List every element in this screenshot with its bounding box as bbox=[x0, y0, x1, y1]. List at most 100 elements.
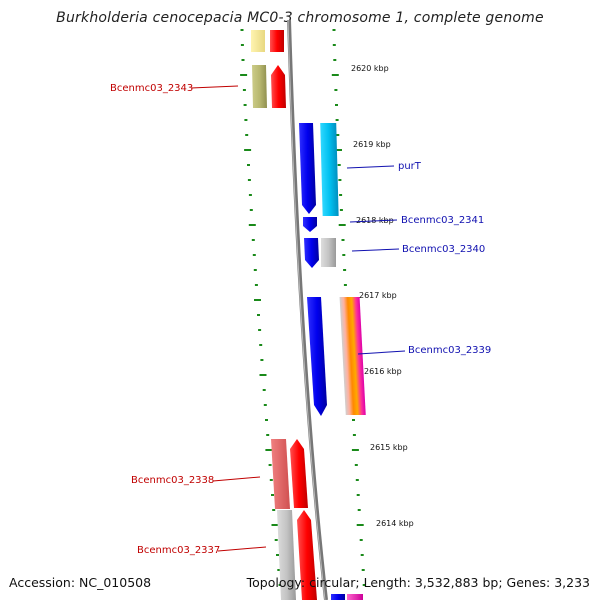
scale-tick bbox=[338, 179, 342, 181]
feature-track bbox=[251, 30, 366, 600]
scale-tick bbox=[258, 329, 262, 331]
scale-tick bbox=[248, 194, 252, 196]
scale-tick bbox=[338, 224, 346, 226]
gene-label-bcenmc03-2340[interactable]: Bcenmc03_2340 bbox=[402, 244, 485, 255]
kbp-label: 2616 kbp bbox=[364, 367, 402, 376]
gene-feature[interactable] bbox=[270, 30, 284, 52]
genome-backbone-highlight bbox=[287, 19, 326, 600]
scale-tick bbox=[251, 239, 255, 241]
scale-tick bbox=[362, 584, 366, 586]
scale-tick bbox=[361, 569, 365, 571]
gene-feature[interactable] bbox=[307, 297, 327, 416]
scale-tick bbox=[331, 74, 339, 76]
gene-feature[interactable] bbox=[347, 594, 363, 600]
kbp-scale-labels: 2620 kbp 2619 kbp 2618 kbp 2617 kbp 2616… bbox=[351, 64, 414, 528]
scale-tick bbox=[262, 389, 266, 391]
scale-tick bbox=[244, 149, 252, 151]
scale-tick bbox=[271, 524, 279, 526]
gene-feature[interactable] bbox=[251, 30, 265, 52]
gene-label-bcenmc03-2338[interactable]: Bcenmc03_2338 bbox=[131, 475, 214, 486]
scale-tick bbox=[240, 29, 244, 31]
scale-tick bbox=[332, 44, 336, 46]
kbp-label: 2617 kbp bbox=[359, 291, 397, 300]
scale-tick bbox=[335, 119, 339, 121]
scale-tick bbox=[263, 404, 267, 406]
scale-tick bbox=[247, 179, 251, 181]
scale-tick bbox=[337, 164, 341, 166]
gene-feature[interactable] bbox=[271, 439, 290, 509]
scale-tick bbox=[240, 74, 248, 76]
scale-tick bbox=[269, 479, 273, 481]
scale-tick bbox=[247, 164, 250, 166]
scale-tick bbox=[357, 509, 361, 511]
scale-tick bbox=[355, 479, 359, 481]
scale-tick bbox=[260, 359, 264, 361]
scale-tick bbox=[335, 104, 338, 106]
gene-feature[interactable] bbox=[297, 510, 317, 600]
topology-summary: Topology: circular; Length: 3,532,883 bp… bbox=[246, 575, 590, 590]
map-title: Burkholderia cenocepacia MC0-3 chromosom… bbox=[56, 10, 544, 26]
gene-feature[interactable] bbox=[303, 217, 317, 232]
scale-tick bbox=[271, 494, 274, 496]
gene-label-bcenmc03-2343[interactable]: Bcenmc03_2343 bbox=[110, 83, 193, 94]
kbp-label: 2614 kbp bbox=[376, 519, 414, 528]
scale-tick bbox=[339, 194, 343, 196]
scale-tick bbox=[268, 464, 272, 466]
kbp-label: 2615 kbp bbox=[370, 443, 408, 452]
scale-tick bbox=[334, 89, 338, 91]
scale-tick bbox=[257, 314, 260, 316]
scale-tick bbox=[243, 104, 247, 106]
scale-tick bbox=[252, 254, 256, 256]
scale-tick bbox=[352, 419, 355, 421]
scale-tick bbox=[332, 29, 336, 31]
kbp-label: 2620 kbp bbox=[351, 64, 389, 73]
gene-feature[interactable] bbox=[290, 439, 308, 508]
scale-tick bbox=[342, 254, 346, 256]
gene-label-bcenmc03-2341[interactable]: Bcenmc03_2341 bbox=[401, 215, 484, 226]
scale-tick bbox=[339, 209, 343, 211]
gene-feature[interactable] bbox=[277, 510, 296, 600]
gene-feature[interactable] bbox=[299, 123, 316, 214]
scale-tick bbox=[259, 374, 267, 376]
scale-tick bbox=[274, 539, 278, 541]
gene-feature[interactable] bbox=[339, 297, 366, 415]
scale-tick bbox=[276, 554, 279, 556]
scale-tick bbox=[245, 134, 249, 136]
scale-tick bbox=[253, 269, 257, 271]
scale-tick bbox=[354, 464, 358, 466]
scale-tick bbox=[333, 59, 337, 61]
scale-tick bbox=[277, 569, 281, 571]
scale-tick bbox=[259, 344, 263, 346]
scale-tick bbox=[356, 494, 360, 496]
scale-tick bbox=[352, 434, 356, 436]
gene-feature[interactable] bbox=[304, 238, 319, 268]
scale-tick bbox=[341, 239, 345, 241]
gene-feature[interactable] bbox=[331, 594, 345, 600]
scale-tick bbox=[351, 449, 359, 451]
gene-feature[interactable] bbox=[321, 238, 336, 267]
scale-tick bbox=[343, 269, 347, 271]
scale-tick bbox=[278, 584, 282, 586]
accession-text: Accession: NC_010508 bbox=[9, 575, 152, 590]
genome-backbone bbox=[287, 19, 328, 600]
scale-tick bbox=[254, 284, 258, 286]
label-leaders bbox=[190, 85, 406, 552]
gene-label-bcenmc03-2339[interactable]: Bcenmc03_2339 bbox=[408, 345, 491, 356]
scale-tick bbox=[240, 44, 244, 46]
gene-labels: Bcenmc03_2343 purT Bcenmc03_2341 Bcenmc0… bbox=[110, 83, 491, 556]
gene-feature[interactable] bbox=[271, 65, 286, 108]
scale-tick bbox=[272, 509, 276, 511]
gene-label-bcenmc03-2337[interactable]: Bcenmc03_2337 bbox=[137, 545, 220, 556]
scale-tick bbox=[244, 119, 248, 121]
scale-tick bbox=[242, 89, 246, 91]
scale-tick bbox=[335, 149, 342, 151]
scale-tick bbox=[336, 134, 340, 136]
kbp-label: 2619 kbp bbox=[353, 140, 391, 149]
scale-tick bbox=[265, 419, 268, 421]
gene-label-purt[interactable]: purT bbox=[398, 161, 422, 172]
scale-tick bbox=[249, 209, 253, 211]
gene-feature[interactable] bbox=[320, 123, 339, 216]
gene-feature[interactable] bbox=[252, 65, 267, 108]
scale-tick bbox=[241, 59, 245, 61]
